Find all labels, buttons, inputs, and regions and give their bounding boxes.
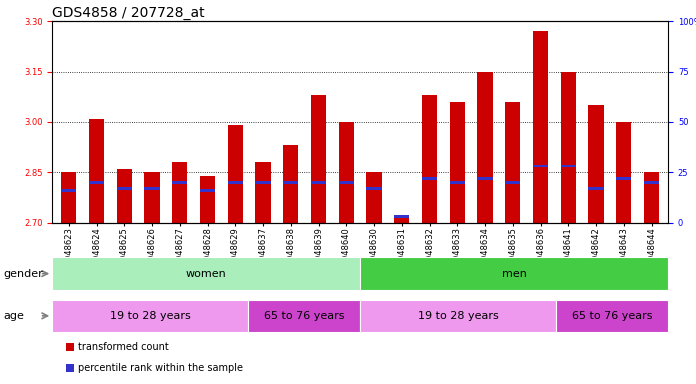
Bar (422, 177, 437, 180)
Bar (61, 189, 77, 192)
Text: gender: gender (3, 268, 43, 279)
Bar (477, 71, 493, 223)
Bar (228, 181, 243, 184)
Bar (311, 95, 326, 223)
Bar (283, 181, 299, 184)
Bar (117, 187, 132, 190)
Bar (450, 102, 465, 223)
Text: percentile rank within the sample: percentile rank within the sample (78, 363, 243, 373)
Bar (172, 181, 187, 184)
Bar (533, 165, 548, 167)
Bar (248, 300, 361, 332)
Bar (616, 122, 631, 223)
Text: transformed count: transformed count (78, 342, 168, 352)
Text: age: age (3, 311, 24, 321)
Bar (89, 119, 104, 223)
Bar (228, 125, 243, 223)
Bar (117, 169, 132, 223)
Bar (172, 162, 187, 223)
Bar (644, 172, 659, 223)
Bar (561, 71, 576, 223)
Bar (588, 187, 603, 190)
Bar (366, 187, 381, 190)
Text: women: women (186, 268, 227, 279)
Bar (200, 189, 215, 192)
Bar (422, 95, 437, 223)
Bar (255, 181, 271, 184)
Bar (450, 181, 465, 184)
Bar (339, 122, 354, 223)
Bar (588, 105, 603, 223)
Text: 65 to 76 years: 65 to 76 years (572, 311, 652, 321)
Text: 19 to 28 years: 19 to 28 years (418, 311, 498, 321)
Bar (533, 31, 548, 223)
Bar (644, 181, 659, 184)
Bar (556, 300, 668, 332)
Bar (616, 177, 631, 180)
Bar (89, 181, 104, 184)
Bar (361, 257, 668, 290)
Bar (283, 146, 299, 223)
Text: 19 to 28 years: 19 to 28 years (110, 311, 191, 321)
Bar (394, 215, 409, 218)
Bar (394, 216, 409, 223)
Text: men: men (502, 268, 527, 279)
Bar (505, 102, 521, 223)
Bar (505, 181, 521, 184)
Bar (361, 300, 556, 332)
Bar (200, 176, 215, 223)
Text: GDS4858 / 207728_at: GDS4858 / 207728_at (52, 6, 205, 20)
Bar (255, 162, 271, 223)
Bar (311, 181, 326, 184)
Bar (52, 300, 248, 332)
Bar (145, 172, 159, 223)
Bar (366, 172, 381, 223)
Bar (145, 187, 159, 190)
Bar (339, 181, 354, 184)
Bar (52, 257, 361, 290)
Bar (477, 177, 493, 180)
Bar (561, 165, 576, 167)
Bar (61, 172, 77, 223)
Text: 65 to 76 years: 65 to 76 years (264, 311, 345, 321)
